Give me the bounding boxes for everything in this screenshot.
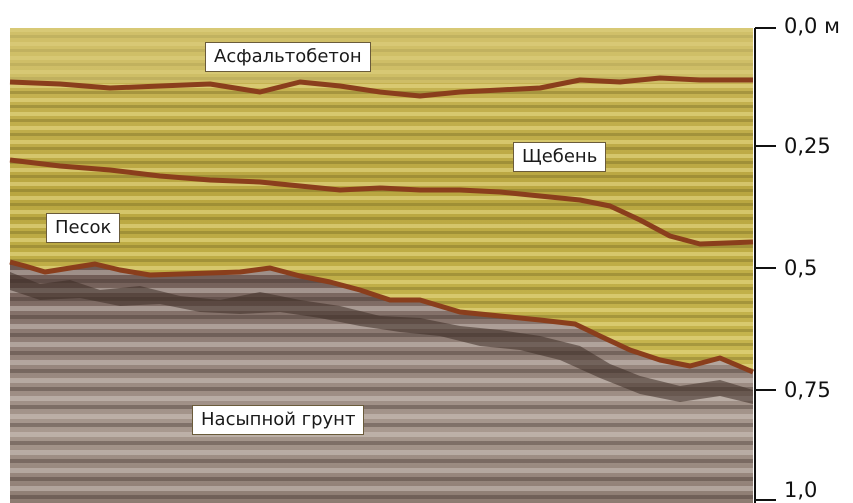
layer-label-sand: Песок	[46, 213, 121, 243]
fill-soil-dark-reflection	[10, 272, 753, 404]
depth-tick-label: 0,5	[784, 256, 818, 280]
boundary-sand-fill	[9, 259, 754, 375]
depth-tick-label: 0,75	[784, 378, 831, 402]
layer-label-asphalt: Асфальтобетон	[205, 42, 371, 72]
boundary-asphalt-gravel	[9, 75, 753, 99]
layer-label-fill-soil: Насыпной грунт	[192, 405, 365, 435]
fill-soil-texture	[10, 262, 753, 503]
boundary-gravel-sand	[9, 157, 754, 247]
layer-label-gravel: Щебень	[513, 142, 607, 172]
asphalt-band	[10, 28, 753, 83]
depth-tick-label: 1,0	[784, 478, 818, 502]
depth-tick-label: 0,0 м	[784, 14, 840, 38]
depth-tick-label: 0,25	[784, 134, 831, 158]
